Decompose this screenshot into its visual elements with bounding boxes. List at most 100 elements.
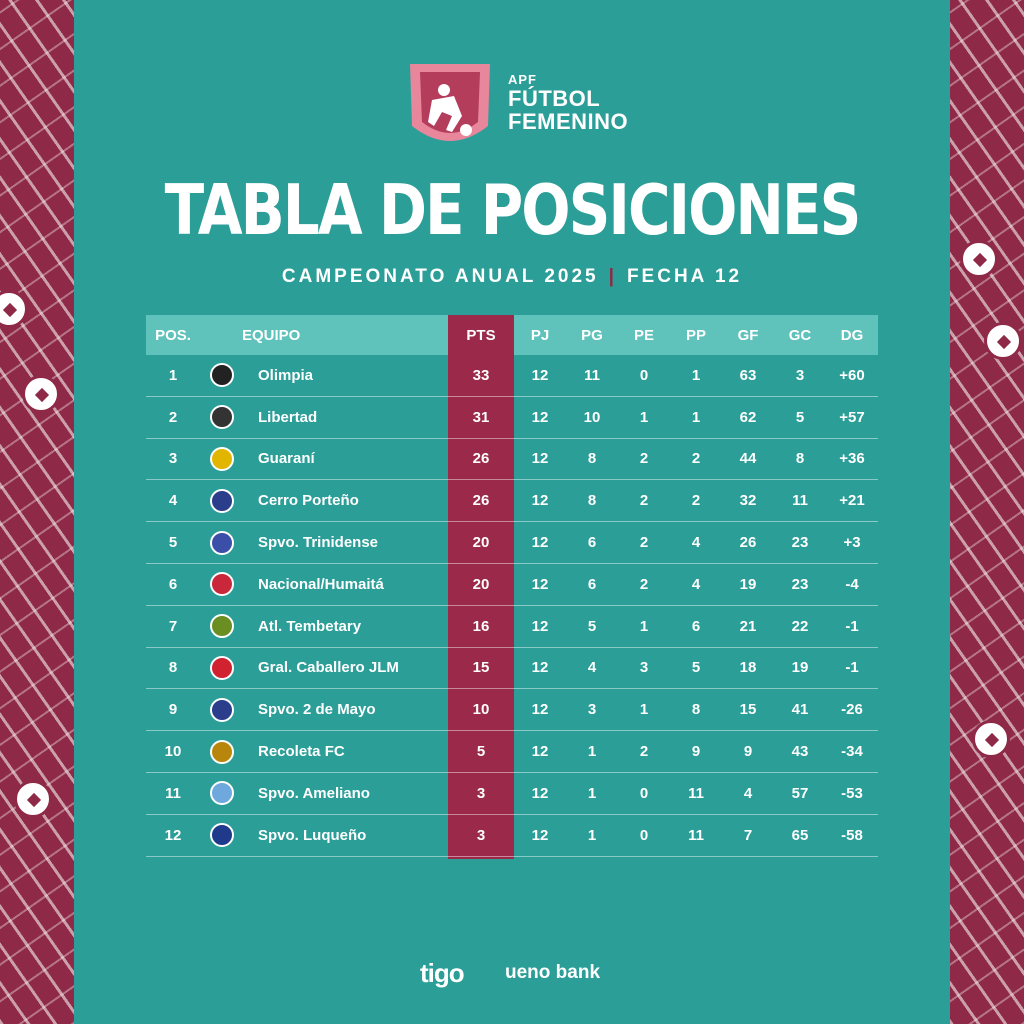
soccer-ball-icon [972,720,1010,758]
row-pp: 11 [688,784,704,802]
team-crest-icon [210,363,234,388]
page-subtitle: CAMPEONATO ANUAL 2025 | FECHA 12 [0,266,1024,288]
league-logo-text: APF FÚTBOL FEMENINO [508,72,628,133]
table-row: 5 Spvo. Trinidense 20 12 6 2 4 26 23 +3 [146,522,878,564]
subtitle-championship: CAMPEONATO ANUAL 2025 [281,266,599,287]
table-row: 9 Spvo. 2 de Mayo 10 12 3 1 8 15 41 -26 [146,689,878,732]
row-dg: +57 [839,408,865,426]
row-pos: 6 [168,575,178,593]
row-dg: +60 [839,366,865,384]
header-pos: POS. [155,326,191,344]
row-pj: 12 [531,617,549,635]
row-pe: 1 [639,617,649,635]
row-gf: 62 [739,408,757,426]
row-gf: 26 [739,534,757,552]
row-pos: 10 [164,743,182,761]
row-team: Cerro Porteño [258,492,359,510]
row-gc: 65 [791,826,809,844]
team-crest-cell [204,522,240,563]
page-title: TABLA DE POSICIONES [164,169,862,251]
row-dg: -1 [845,617,859,635]
row-pg: 11 [584,366,600,384]
row-pos: 9 [168,701,178,719]
row-pp: 2 [691,492,701,510]
row-gc: 22 [791,617,809,635]
row-pp: 9 [691,743,701,761]
soccer-ball-icon [14,780,52,818]
table-row: 11 Spvo. Ameliano 3 12 1 0 11 4 57 -53 [146,773,878,815]
row-pos: 2 [168,408,178,426]
row-gc: 8 [795,450,805,468]
team-crest-icon [210,530,234,555]
row-gf: 18 [739,659,757,677]
row-team: Olimpia [258,366,314,384]
row-dg: +36 [839,450,865,468]
row-pos: 1 [168,366,178,384]
table-row: 7 Atl. Tembetary 16 12 5 1 6 21 22 -1 [146,606,878,648]
tigo-logo: tigo [420,958,465,988]
row-team: Recoleta FC [258,743,345,761]
subtitle-matchday: FECHA 12 [626,266,743,287]
row-pos: 11 [165,784,181,802]
team-crest-cell [204,564,240,605]
row-pts: 15 [472,659,490,677]
row-pts: 20 [472,575,490,593]
header-gc: GC [788,326,812,344]
row-pos: 3 [168,450,178,468]
row-pg: 8 [587,450,597,468]
row-pts: 16 [472,617,490,635]
row-team: Gral. Caballero JLM [258,659,399,677]
logo-line1: FÚTBOL [508,86,601,111]
row-dg: -34 [841,743,863,761]
subtitle-separator: | [608,266,617,287]
row-pts: 10 [472,701,490,719]
team-crest-icon [210,739,234,764]
row-pp: 4 [691,575,701,593]
row-dg: +3 [843,534,861,552]
standings-table: POS. EQUIPO PTS PJ PG PE PP GF GC DG 1 Ol… [146,315,878,859]
row-pp: 8 [691,701,701,719]
row-dg: -53 [841,784,863,802]
row-pe: 1 [639,701,649,719]
row-gf: 32 [739,492,757,510]
row-pe: 2 [639,450,649,468]
row-gf: 9 [743,743,753,761]
row-gc: 3 [795,366,805,384]
header-team: EQUIPO [242,326,301,344]
row-pj: 12 [531,366,549,384]
row-pj: 12 [531,826,549,844]
row-gc: 41 [791,701,809,719]
row-gf: 7 [743,826,753,844]
row-pg: 6 [587,534,597,552]
row-pp: 5 [691,659,701,677]
header-dg: DG [840,326,864,344]
row-pp: 6 [691,617,701,635]
row-pg: 10 [583,408,601,426]
row-pos: 5 [168,534,178,552]
left-pattern-band [0,0,74,1024]
row-pe: 0 [639,366,649,384]
row-pg: 1 [587,826,597,844]
row-pos: 8 [168,659,178,677]
team-crest-icon [210,572,234,597]
header-pp: PP [685,326,706,344]
table-row: 10 Recoleta FC 5 12 1 2 9 9 43 -34 [146,731,878,773]
table-row: 4 Cerro Porteño 26 12 8 2 2 32 11 +21 [146,480,878,523]
row-team: Spvo. Luqueño [258,826,367,844]
row-pe: 2 [639,534,649,552]
row-dg: +21 [839,492,865,510]
row-pts: 3 [476,784,486,802]
row-pe: 0 [639,784,649,802]
team-crest-cell [204,606,240,647]
row-pts: 3 [476,826,486,844]
row-gc: 23 [791,575,809,593]
row-team: Atl. Tembetary [258,617,362,635]
row-pj: 12 [531,408,549,426]
row-pts: 31 [472,408,490,426]
team-crest-icon [210,655,234,680]
row-gf: 19 [739,575,757,593]
team-crest-icon [210,697,234,722]
row-dg: -4 [845,575,859,593]
row-pe: 2 [639,492,649,510]
row-team: Spvo. 2 de Mayo [258,701,376,719]
